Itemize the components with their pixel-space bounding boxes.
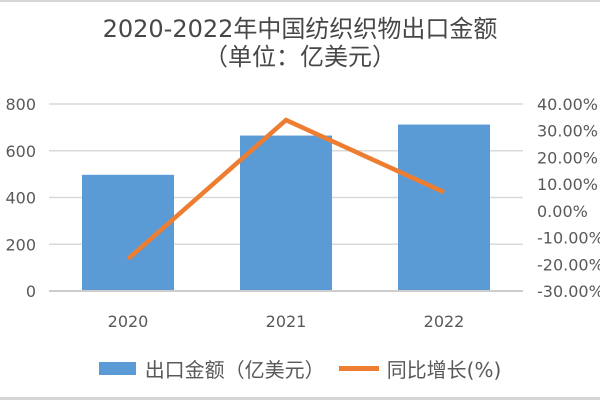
- chart-border-top: [0, 0, 600, 2]
- right-axis-tick-label: -20.00%: [537, 255, 600, 274]
- right-axis-tick-label: -10.00%: [537, 229, 600, 248]
- legend-bar-label: 出口金额（亿美元）: [144, 357, 325, 382]
- right-axis-tick-label: 20.00%: [537, 148, 598, 167]
- left-axis-tick-label: 200: [5, 235, 36, 254]
- category-label: 2022: [424, 312, 465, 331]
- right-axis-tick-label: 0.00%: [537, 202, 588, 221]
- growth-line: [126, 117, 445, 261]
- chart-title-line1: 2020-2022年中国纺织织物出口金额: [102, 15, 498, 43]
- left-axis-tick-label: 800: [5, 95, 36, 114]
- category-label: 2020: [108, 312, 149, 331]
- right-axis-tick-label: 30.00%: [537, 122, 598, 141]
- legend-line-label: 同比增长(%): [386, 357, 502, 382]
- left-axis-tick-label: 600: [5, 142, 36, 161]
- right-axis-tick-label: -30.00%: [537, 282, 600, 301]
- right-axis-tick-label: 40.00%: [537, 95, 598, 114]
- legend-line-swatch: [338, 365, 379, 371]
- legend-bar-swatch: [98, 361, 136, 375]
- chart-legend: 出口金额（亿美元） 同比增长(%): [0, 354, 600, 382]
- bar-2022: [398, 124, 490, 291]
- left-axis-tick-label: 0: [26, 282, 36, 301]
- right-axis-tick-label: 10.00%: [537, 175, 598, 194]
- bar-2021: [240, 135, 332, 291]
- chart-title-line2: （单位：亿美元）: [204, 43, 396, 71]
- chart-title: 2020-2022年中国纺织织物出口金额 （单位：亿美元）: [0, 15, 600, 71]
- category-label: 2021: [266, 312, 307, 331]
- chart-border-bottom: [0, 397, 600, 400]
- left-axis-tick-label: 400: [5, 189, 36, 208]
